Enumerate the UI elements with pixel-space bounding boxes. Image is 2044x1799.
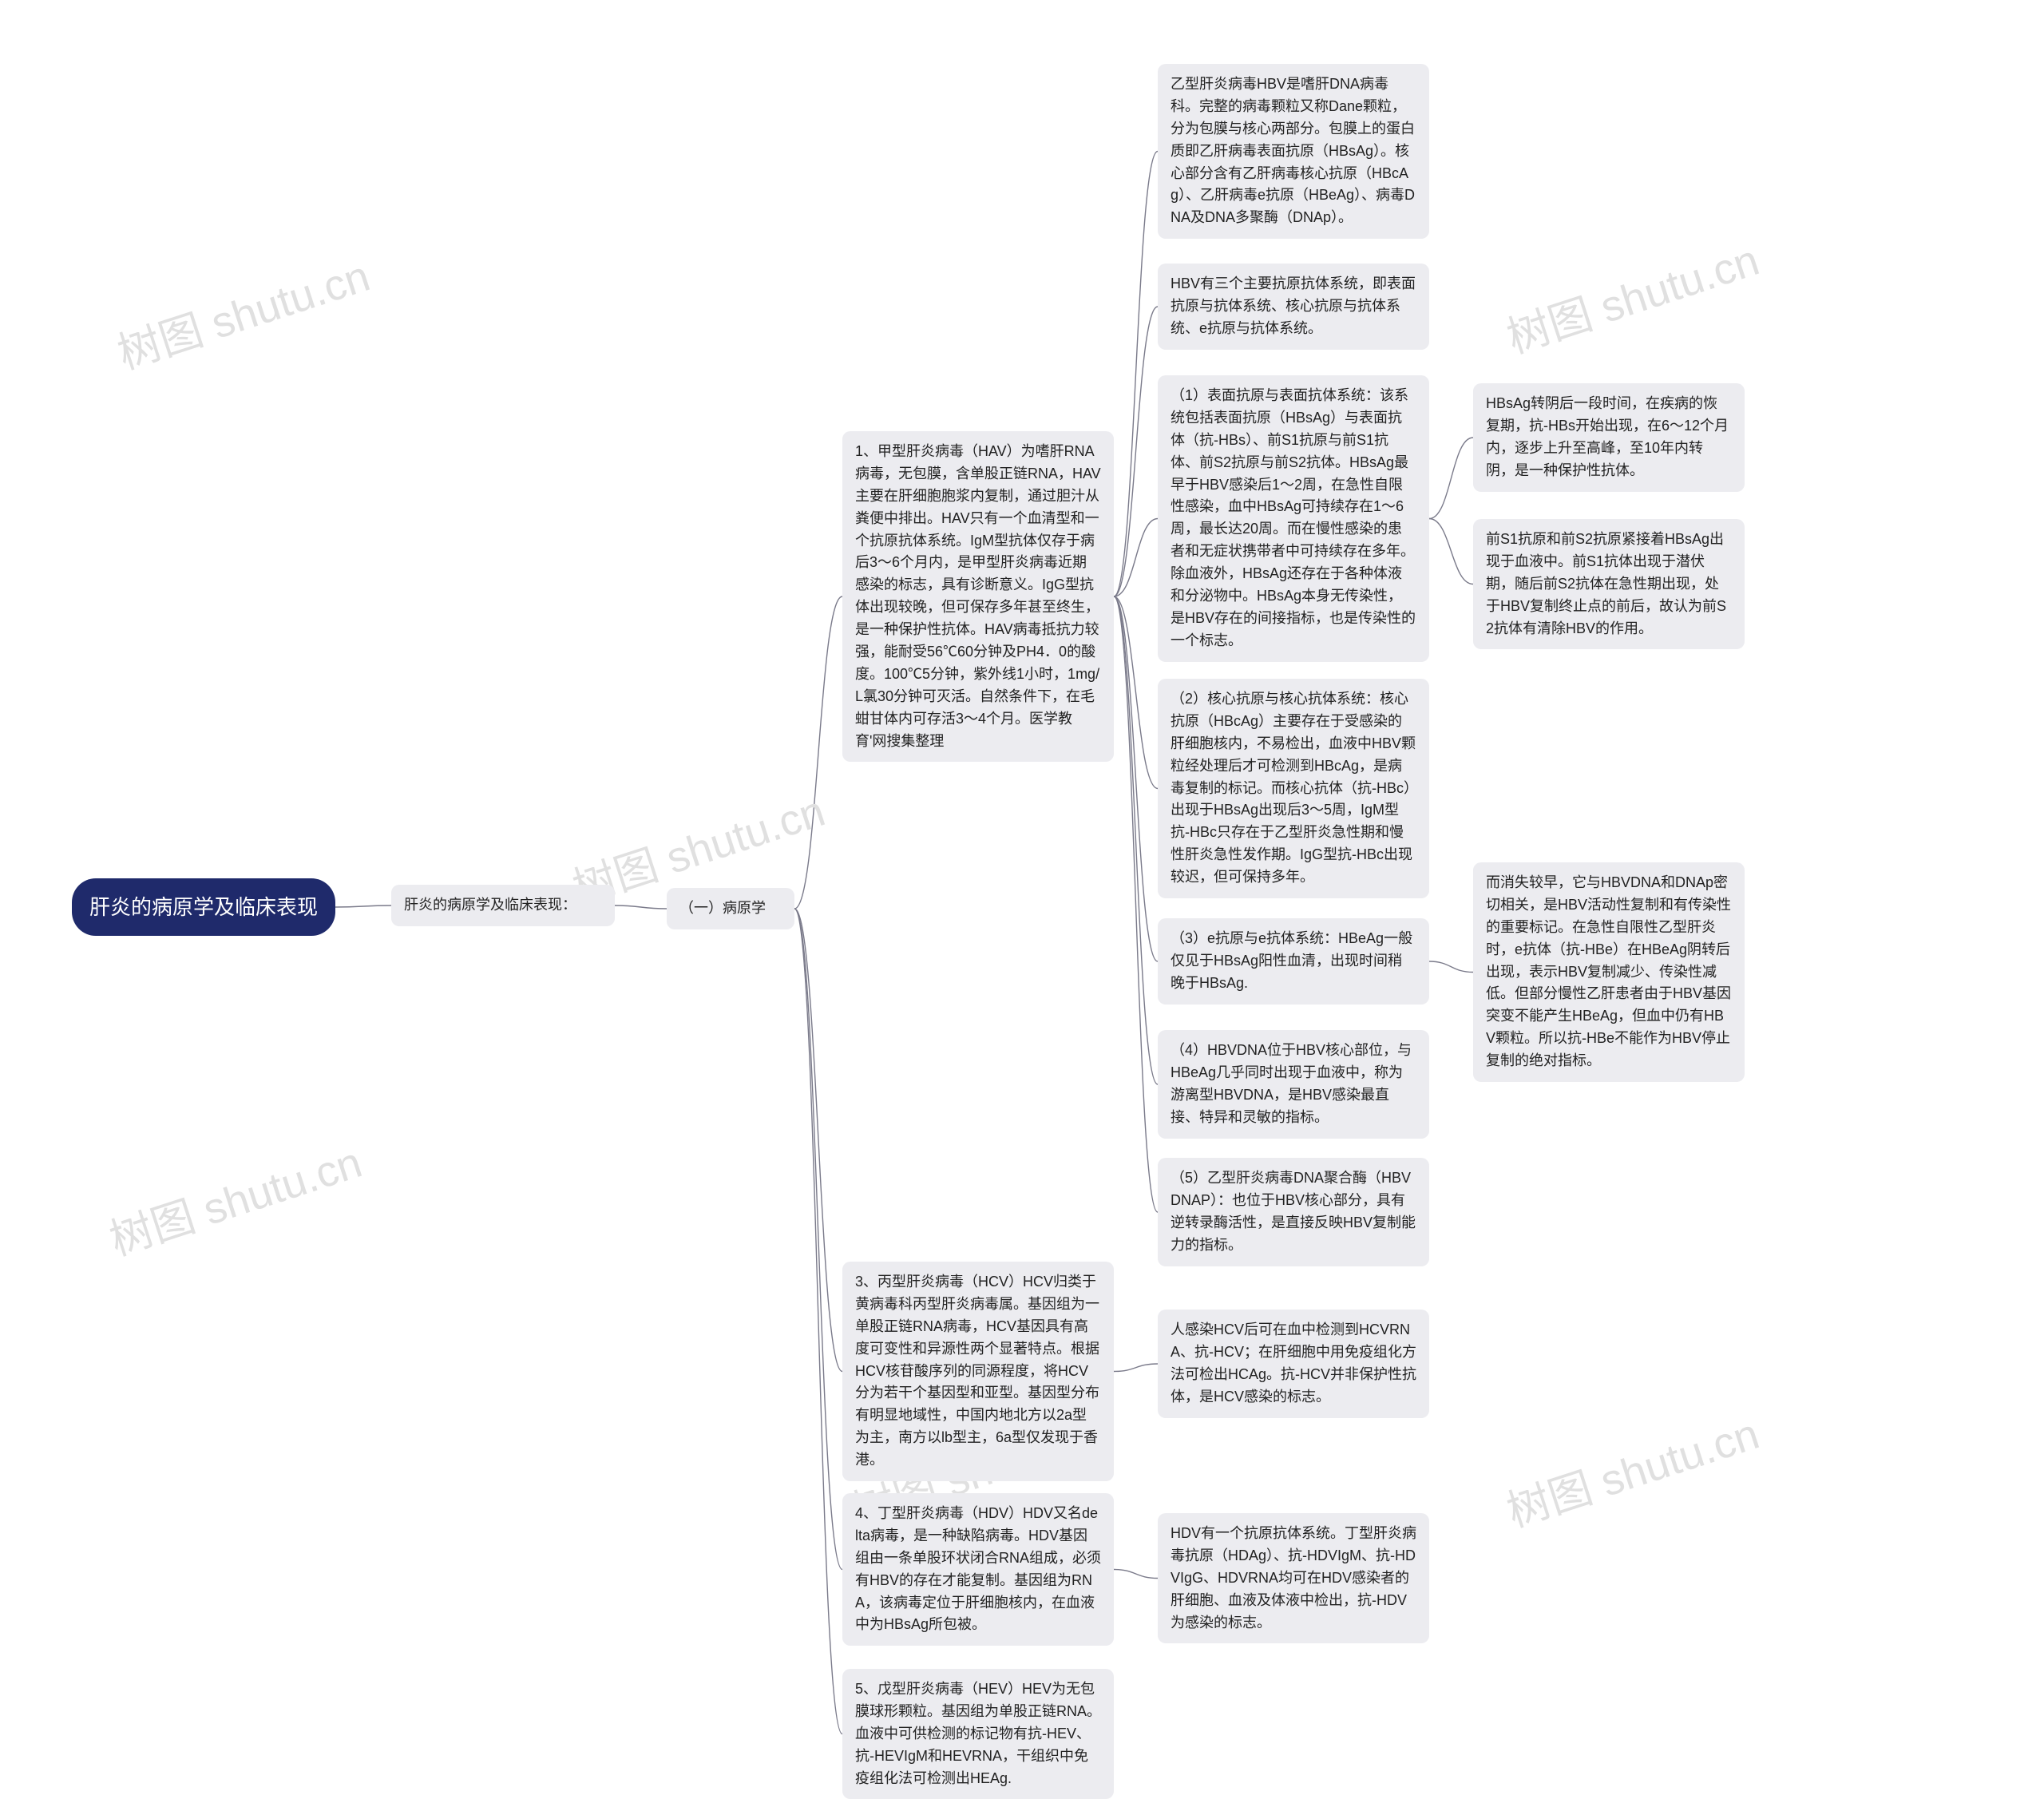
hbv-intro2-node[interactable]: HBV有三个主要抗原抗体系统，即表面抗原与抗体系统、核心抗原与抗体系统、e抗原与… (1158, 264, 1429, 350)
hev-node[interactable]: 5、戊型肝炎病毒（HEV）HEV为无包膜球形颗粒。基因组为单股正链RNA。血液中… (842, 1669, 1114, 1799)
watermark: 树图 shutu.cn (1498, 224, 1766, 365)
hbv-sys3a-node[interactable]: 而消失较早，它与HBVDNA和DNAp密切相关，是HBV活动性复制和有传染性的重… (1473, 862, 1745, 1082)
watermark: 树图 shutu.cn (101, 1127, 369, 1267)
hbv-sys4-node[interactable]: （4）HBVDNA位于HBV核心部位，与HBeAg几乎同时出现于血液中，称为游离… (1158, 1030, 1429, 1139)
hbv-sys2-node[interactable]: （2）核心抗原与核心抗体系统：核心抗原（HBcAg）主要存在于受感染的肝细胞核内… (1158, 679, 1429, 898)
hdv-node[interactable]: 4、丁型肝炎病毒（HDV）HDV又名delta病毒，是一种缺陷病毒。HDV基因组… (842, 1493, 1114, 1646)
watermark: 树图 shutu.cn (109, 240, 377, 381)
hbv-sys1-node[interactable]: （1）表面抗原与表面抗体系统：该系统包括表面抗原（HBsAg）与表面抗体（抗-H… (1158, 375, 1429, 662)
level2-node[interactable]: （一）病原学 (667, 888, 794, 929)
hcv-node[interactable]: 3、丙型肝炎病毒（HCV）HCV归类于黄病毒科丙型肝炎病毒属。基因组为一单股正链… (842, 1262, 1114, 1481)
hbv-sys1a-node[interactable]: HBsAg转阴后一段时间，在疾病的恢复期，抗-HBs开始出现，在6～12个月内，… (1473, 383, 1745, 492)
hcv-right-node[interactable]: 人感染HCV后可在血中检测到HCVRNA、抗-HCV；在肝细胞中用免疫组化方法可… (1158, 1310, 1429, 1418)
mindmap-canvas: 树图 shutu.cn 树图 shutu.cn 树图 shutu.cn 树图 s… (0, 0, 2044, 1789)
root-node[interactable]: 肝炎的病原学及临床表现 (72, 878, 335, 936)
hbv-intro1-node[interactable]: 乙型肝炎病毒HBV是嗜肝DNA病毒科。完整的病毒颗粒又称Dane颗粒，分为包膜与… (1158, 64, 1429, 239)
hbv-sys1b-node[interactable]: 前S1抗原和前S2抗原紧接着HBsAg出现于血液中。前S1抗体出现于潜伏期，随后… (1473, 519, 1745, 649)
hbv-sys5-node[interactable]: （5）乙型肝炎病毒DNA聚合酶（HBVDNAP）：也位于HBV核心部分，具有逆转… (1158, 1158, 1429, 1266)
hbv-sys3-node[interactable]: （3）e抗原与e抗体系统：HBeAg一般仅见于HBsAg阳性血清，出现时间稍晚于… (1158, 918, 1429, 1005)
watermark: 树图 shutu.cn (1498, 1398, 1766, 1539)
hdv-right-node[interactable]: HDV有一个抗原抗体系统。丁型肝炎病毒抗原（HDAg）、抗-HDVIgM、抗-H… (1158, 1513, 1429, 1643)
hav-node[interactable]: 1、甲型肝炎病毒（HAV）为嗜肝RNA病毒，无包膜，含单股正链RNA，HAV主要… (842, 431, 1114, 762)
level1-node[interactable]: 肝炎的病原学及临床表现： (391, 885, 615, 926)
